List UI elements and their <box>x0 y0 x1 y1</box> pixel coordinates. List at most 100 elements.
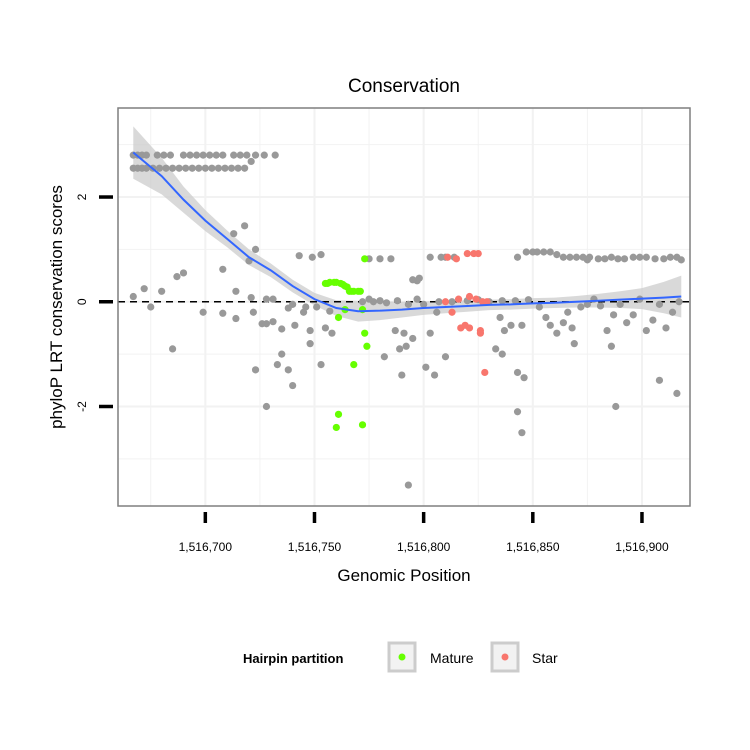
data-point-other <box>413 295 421 303</box>
data-point-other <box>583 256 591 264</box>
data-point-other <box>666 253 674 261</box>
data-point-other <box>321 324 330 332</box>
legend: Hairpin partition Mature Star <box>243 641 558 673</box>
data-point-other <box>612 402 620 411</box>
data-point-other <box>435 298 443 306</box>
series-mature <box>321 255 371 432</box>
data-point-other <box>162 164 170 172</box>
x-tick-label: 1,516,850 <box>506 540 560 554</box>
data-point-other <box>299 308 308 316</box>
legend-swatch-star <box>501 653 509 661</box>
data-point-star <box>452 255 460 263</box>
y-axis: -2 0 2 <box>75 193 113 412</box>
data-point-other <box>234 164 242 172</box>
x-axis: 1,516,700 1,516,750 1,516,800 1,516,850 1,51… <box>179 512 669 554</box>
series-other <box>129 151 685 489</box>
data-point-other <box>382 299 391 307</box>
data-point-other <box>577 303 585 311</box>
data-point-other <box>513 368 522 377</box>
data-point-star <box>448 308 456 316</box>
data-point-other <box>241 222 249 230</box>
data-point-other <box>247 157 255 166</box>
data-point-other <box>306 326 314 335</box>
series-star <box>441 249 491 377</box>
data-point-other <box>262 295 271 303</box>
data-point-other <box>129 292 137 301</box>
data-point-other <box>195 164 203 172</box>
x-tick-label: 1,516,800 <box>397 540 451 554</box>
x-axis-label: Genomic Position <box>337 566 470 585</box>
data-point-other <box>230 151 238 159</box>
data-point-other <box>404 300 412 308</box>
data-point-other <box>199 151 207 159</box>
data-point-other <box>492 345 500 353</box>
data-point-other <box>208 164 216 172</box>
data-point-other <box>306 340 314 348</box>
data-point-other <box>518 321 526 329</box>
data-point-other <box>420 300 428 308</box>
data-point-other <box>524 296 533 304</box>
data-point-other <box>601 255 609 263</box>
data-point-other <box>227 164 236 172</box>
data-point-other <box>269 295 277 303</box>
data-point-other <box>247 293 255 302</box>
data-point-other <box>175 164 183 172</box>
data-point-other <box>433 308 441 316</box>
data-point-other <box>219 151 227 159</box>
data-point-star <box>463 249 471 258</box>
data-point-other <box>616 300 624 308</box>
data-point-other <box>535 303 543 311</box>
data-point-other <box>655 300 664 308</box>
data-point-other <box>260 151 268 159</box>
data-point-other <box>219 309 227 317</box>
data-point-other <box>404 481 412 489</box>
data-point-other <box>513 253 522 261</box>
data-point-other <box>651 255 659 263</box>
x-tick-label: 1,516,900 <box>615 540 669 554</box>
data-point-other <box>396 345 404 353</box>
data-point-other <box>520 374 528 382</box>
plot-border <box>117 107 691 507</box>
data-point-other <box>540 248 548 256</box>
data-point-other <box>629 253 637 261</box>
data-point-star <box>472 295 480 303</box>
data-point-other <box>249 308 257 316</box>
data-point-other <box>214 164 223 172</box>
data-point-other <box>284 366 292 374</box>
data-point-other <box>568 324 576 332</box>
data-point-other <box>614 255 622 263</box>
data-point-other <box>387 255 395 263</box>
data-point-other <box>142 151 150 159</box>
data-point-other <box>498 297 506 305</box>
data-point-mature <box>334 313 343 322</box>
data-point-star <box>483 298 491 306</box>
data-point-other <box>398 371 406 379</box>
data-point-other <box>391 326 399 335</box>
data-point-other <box>607 342 616 350</box>
data-point-other <box>629 311 637 319</box>
y-tick-label: 2 <box>75 193 89 200</box>
data-point-other <box>192 151 201 159</box>
data-point-other <box>498 350 506 358</box>
data-point-mature <box>361 255 369 263</box>
data-point-other <box>566 253 574 261</box>
data-point-other <box>422 363 430 371</box>
x-tick-label: 1,516,700 <box>179 540 233 554</box>
y-tick-label: -2 <box>75 401 89 412</box>
data-point-mature <box>358 421 367 429</box>
data-point-other <box>219 265 227 273</box>
data-point-other <box>546 321 554 329</box>
data-point-other <box>426 329 434 337</box>
data-point-mature <box>361 329 369 337</box>
data-point-other <box>251 366 260 374</box>
data-point-other <box>518 429 526 437</box>
data-point-other <box>269 318 277 326</box>
data-point-other <box>400 329 408 337</box>
data-point-other <box>262 320 271 328</box>
data-point-other <box>609 311 618 319</box>
data-point-other <box>230 230 238 238</box>
data-point-star <box>465 292 474 301</box>
data-point-other <box>313 303 321 311</box>
data-point-other <box>147 303 155 311</box>
data-point-other <box>328 329 336 337</box>
